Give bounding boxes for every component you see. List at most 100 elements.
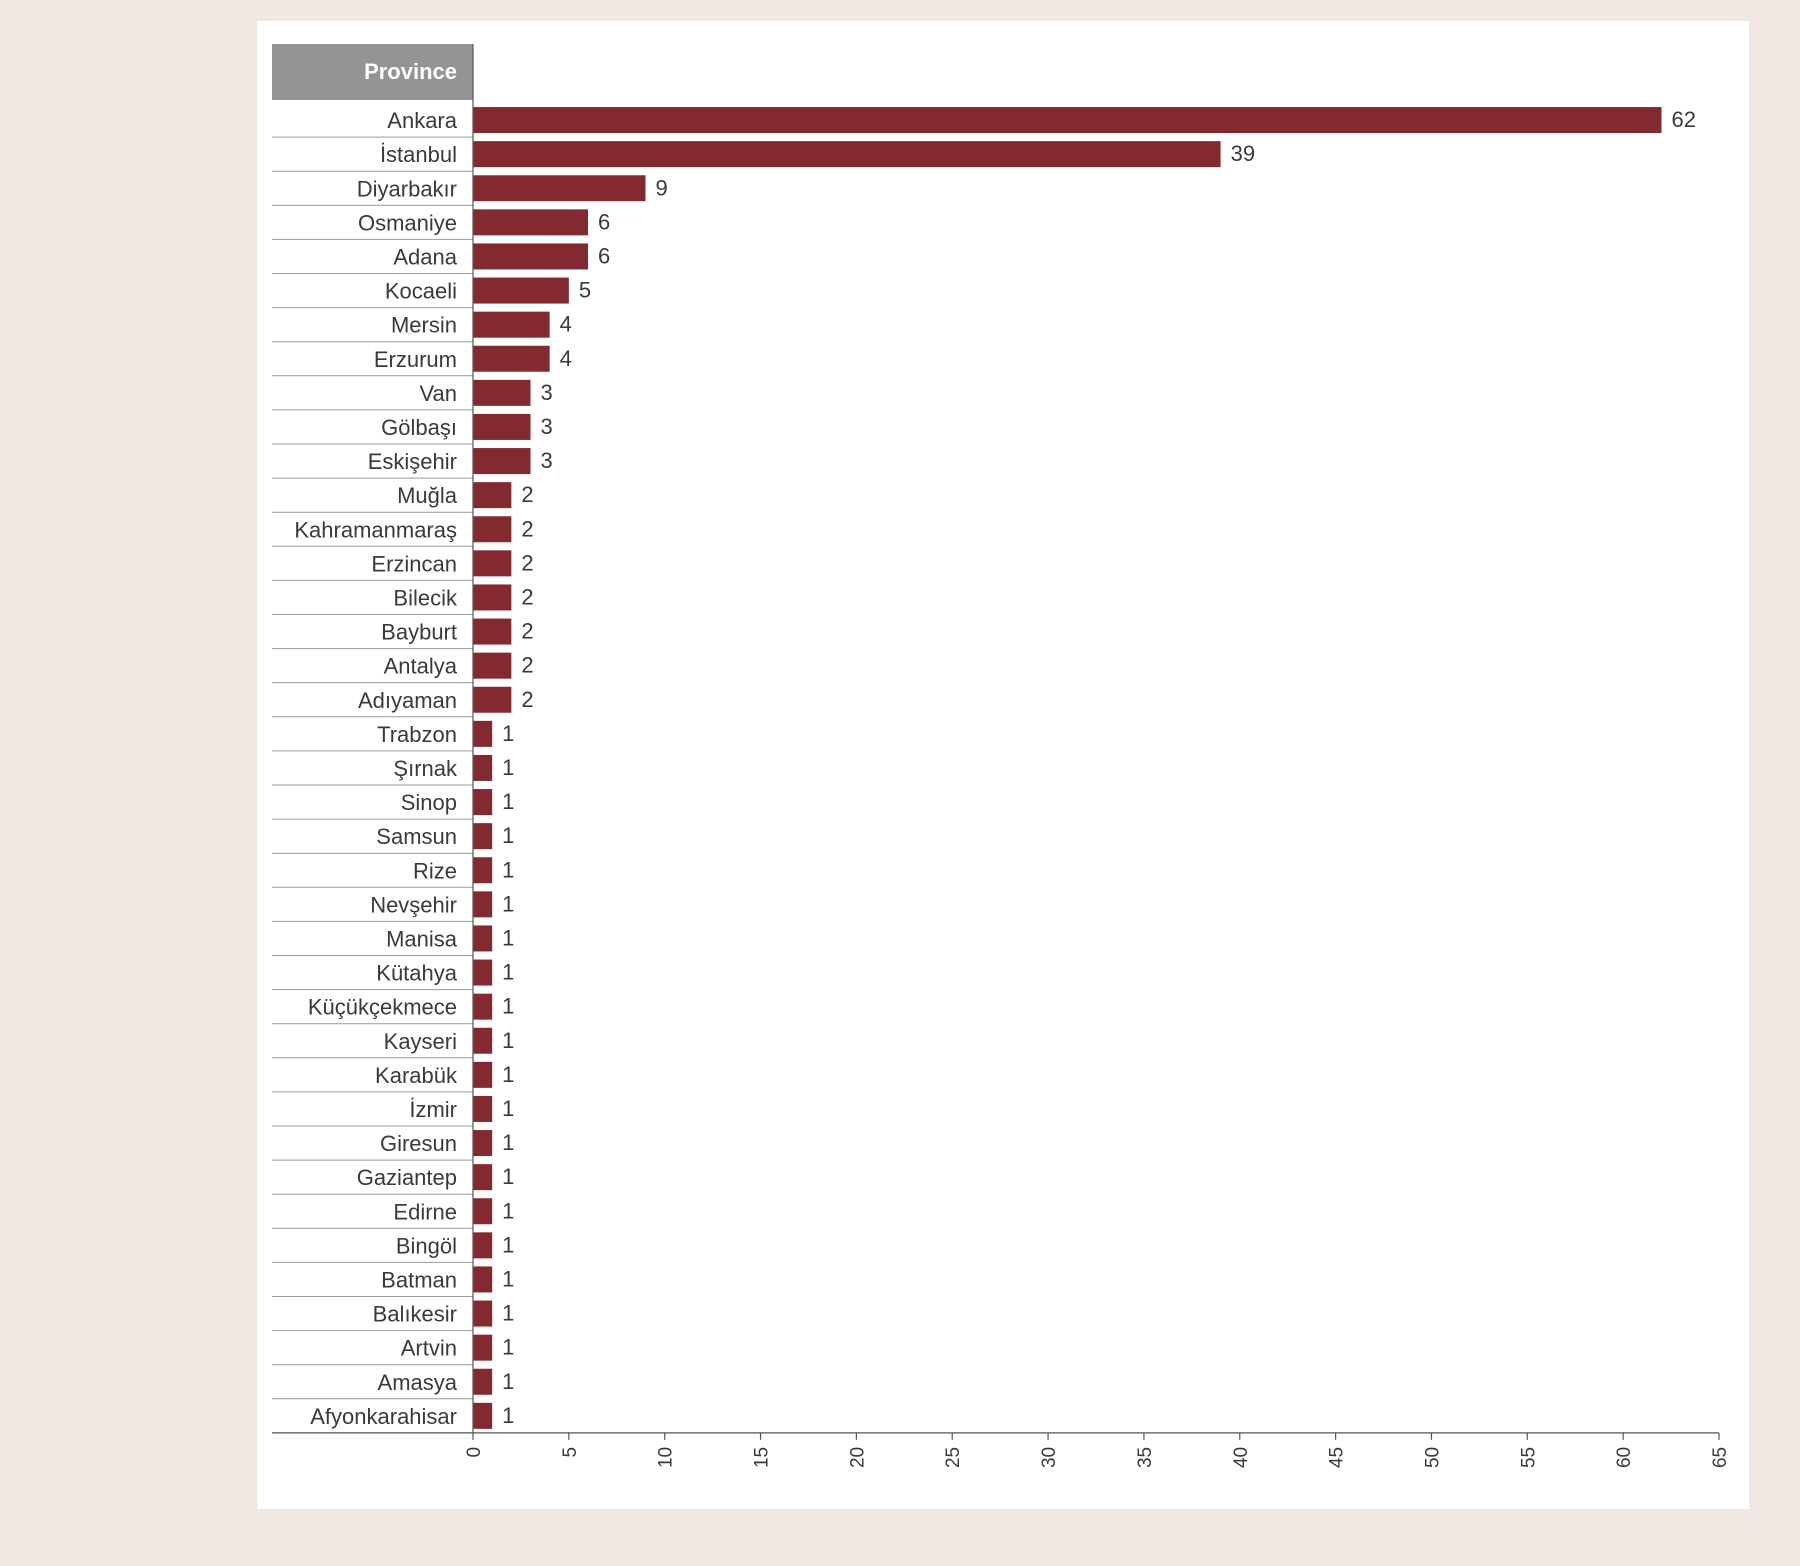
x-tick-label: 25	[943, 1447, 964, 1468]
value-label: 1	[502, 755, 514, 780]
category-label: Nevşehir	[370, 892, 457, 917]
x-tick-label: 60	[1614, 1447, 1635, 1468]
category-label: Antalya	[384, 654, 458, 679]
bar	[473, 652, 512, 679]
value-label: 1	[502, 891, 514, 916]
bar	[473, 754, 493, 781]
category-label: Gaziantep	[357, 1165, 457, 1190]
category-label: Kahramanmaraş	[294, 517, 457, 542]
bar	[473, 243, 589, 270]
category-label: Erzurum	[374, 347, 457, 372]
bar	[473, 311, 550, 338]
x-tick-label: 10	[656, 1447, 677, 1468]
bar	[473, 1164, 493, 1191]
value-label: 3	[541, 448, 553, 473]
value-label: 1	[502, 823, 514, 848]
category-label: Kocaeli	[385, 279, 457, 304]
bar	[473, 175, 646, 202]
bar	[473, 1300, 493, 1327]
bar	[473, 550, 512, 577]
category-label: Edirne	[393, 1199, 457, 1224]
value-label: 2	[521, 619, 533, 644]
bar	[473, 1027, 493, 1054]
category-label: Sinop	[401, 790, 457, 815]
bar	[473, 720, 493, 747]
category-label: Muğla	[397, 483, 458, 508]
bar	[473, 823, 493, 850]
x-tick-label: 5	[560, 1447, 581, 1458]
x-tick-label: 30	[1039, 1447, 1060, 1468]
category-label: İzmir	[409, 1097, 457, 1122]
x-tick-label: 35	[1135, 1447, 1156, 1468]
bar	[473, 141, 1221, 168]
value-label: 2	[521, 653, 533, 678]
category-label: Artvin	[401, 1336, 457, 1361]
value-label: 2	[521, 516, 533, 541]
bar	[473, 789, 493, 816]
bar	[473, 1368, 493, 1395]
value-label: 1	[502, 925, 514, 950]
value-label: 1	[502, 721, 514, 746]
category-label: Afyonkarahisar	[310, 1404, 457, 1429]
bar	[473, 686, 512, 713]
bar	[473, 1402, 493, 1429]
bar	[473, 379, 531, 406]
value-label: 1	[502, 1301, 514, 1326]
category-label: Bayburt	[381, 620, 457, 645]
value-label: 1	[502, 789, 514, 814]
value-label: 1	[502, 857, 514, 882]
x-tick-label: 20	[847, 1447, 868, 1468]
bar	[473, 1130, 493, 1157]
x-tick-label: 45	[1327, 1447, 1348, 1468]
bar	[473, 107, 1662, 134]
value-label: 4	[560, 346, 572, 371]
value-label: 1	[502, 1369, 514, 1394]
category-label: Rize	[413, 858, 457, 883]
value-label: 1	[502, 994, 514, 1019]
category-label: Trabzon	[377, 722, 457, 747]
bar	[473, 618, 512, 645]
category-label: Balıkesir	[373, 1302, 457, 1327]
bar	[473, 209, 589, 236]
x-tick-label: 65	[1710, 1447, 1731, 1468]
value-label: 1	[502, 1062, 514, 1087]
bar	[473, 925, 493, 952]
bar	[473, 413, 531, 440]
category-label: Diyarbakır	[357, 176, 457, 201]
chart-panel: Province Ankara 62 İstanbul 39 Diyarbakır 9 Osm…	[257, 21, 1749, 1509]
bar	[473, 448, 531, 475]
bar	[473, 857, 493, 884]
x-tick-label: 40	[1231, 1447, 1252, 1468]
x-tick-label: 55	[1518, 1447, 1539, 1468]
category-label: Giresun	[380, 1131, 457, 1156]
value-label: 1	[502, 960, 514, 985]
bar	[473, 516, 512, 543]
bar	[473, 1095, 493, 1122]
value-label: 1	[502, 1164, 514, 1189]
category-label: Karabük	[375, 1063, 458, 1088]
category-label: Samsun	[376, 824, 457, 849]
value-label: 1	[502, 1335, 514, 1360]
value-label: 1	[502, 1198, 514, 1223]
bar	[473, 959, 493, 986]
value-label: 4	[560, 312, 572, 337]
value-label: 1	[502, 1266, 514, 1291]
value-label: 1	[502, 1096, 514, 1121]
category-label: Manisa	[386, 926, 458, 951]
bar	[473, 345, 550, 372]
value-label: 39	[1231, 141, 1255, 166]
value-label: 2	[521, 687, 533, 712]
bar	[473, 1061, 493, 1088]
category-header-box	[272, 44, 473, 100]
value-label: 9	[656, 175, 668, 200]
category-label: Osmaniye	[358, 210, 457, 235]
category-label: Şırnak	[393, 756, 458, 781]
value-label: 1	[502, 1130, 514, 1155]
value-label: 1	[502, 1028, 514, 1053]
value-label: 2	[521, 550, 533, 575]
category-label: Mersin	[391, 313, 457, 338]
value-label: 3	[541, 414, 553, 439]
x-tick-label: 0	[464, 1447, 485, 1458]
bar	[473, 891, 493, 918]
